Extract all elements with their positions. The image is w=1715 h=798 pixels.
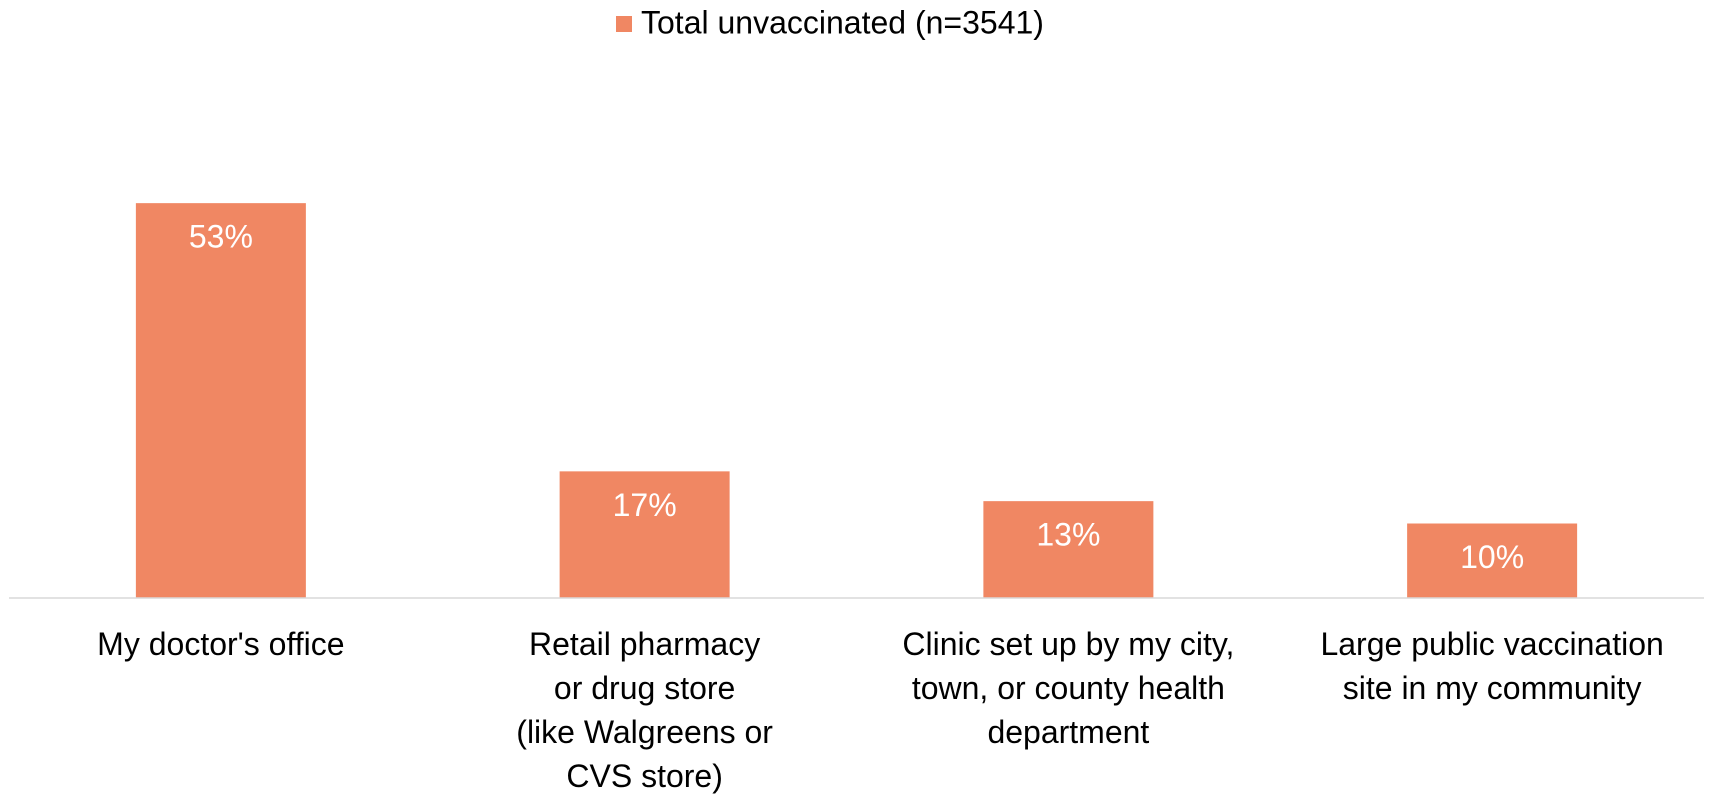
x-tick-label: My doctor's office <box>97 626 345 662</box>
x-tick-label: Clinic set up by my city, town, or count… <box>902 626 1235 750</box>
value-label: 53% <box>189 219 253 255</box>
x-tick-label: Retail pharmacy or drug store (like Walg… <box>516 626 773 794</box>
bar <box>1407 523 1578 598</box>
value-label: 17% <box>613 487 677 523</box>
bar <box>135 203 306 598</box>
bar <box>559 471 730 598</box>
value-label: 13% <box>1036 517 1100 553</box>
legend-swatch <box>616 16 632 32</box>
legend-label: Total unvaccinated (n=3541) <box>641 4 1044 40</box>
bar <box>983 501 1154 598</box>
x-tick-label: Large public vaccination site in my comm… <box>1320 626 1664 706</box>
value-label: 10% <box>1460 539 1524 575</box>
